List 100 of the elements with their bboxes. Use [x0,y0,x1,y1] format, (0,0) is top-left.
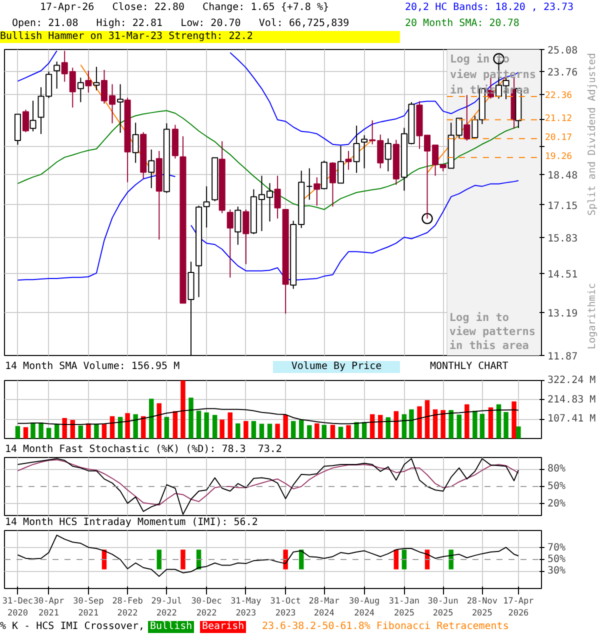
candlestick [329,162,336,208]
candlestick [234,206,242,246]
candlestick [353,125,360,174]
bar [212,414,218,438]
text: 20 Month SMA: 20.78 [405,18,520,30]
bar [346,425,351,438]
bar [480,414,485,438]
x-tick-label: 31-Jan 2025 [388,596,420,618]
bar [38,422,44,438]
candlestick [345,150,352,170]
candlestick [464,94,470,142]
bar [409,409,414,438]
bar [516,426,521,438]
bar [188,398,194,438]
bar [464,404,470,438]
bar [15,426,20,438]
bar [62,418,67,438]
bar [456,414,462,438]
bar [204,412,209,438]
x-tick-label: 31-Oct 2023 [270,596,301,618]
candlestick [93,66,100,91]
bar [299,420,304,438]
text: 23.6-38.2-50-61.8% Fibonacci Retracements [262,621,509,633]
bar [378,414,383,438]
bar [275,424,280,438]
x-tick-label: 30-Sep 2021 [73,596,104,618]
candlestick [384,138,392,172]
y-tick-label: 17.15 [548,200,578,212]
y-tick-label: 11.87 [548,352,578,362]
bar [244,421,248,438]
bar [307,425,312,438]
line-series [17,408,519,425]
bar [290,421,296,438]
line-series [17,459,519,506]
bar [283,414,288,438]
bar [314,423,320,438]
y-tick-label: 13.19 [548,308,578,320]
candlestick [361,134,368,169]
bar [472,410,478,438]
candlestick [85,70,92,94]
bar [370,414,375,438]
bar [180,380,186,438]
bar [386,417,391,438]
bar [125,413,130,438]
chart-title: 17-Apr-26 Close: 22.80 Change: 1.65 {+7.8 %} [40,2,329,14]
bar [30,422,36,438]
candlestick [132,122,139,164]
candlestick [54,61,60,90]
y-tick-label: 70% [548,542,566,554]
bar [251,421,256,438]
bar [46,428,52,438]
ref-line-label: 22.36 [545,90,572,102]
line-series [17,110,519,210]
bar [86,423,91,438]
candlestick [314,176,320,206]
candlestick [30,100,36,132]
bar [512,401,516,438]
bar [448,410,454,438]
chart-subtitle: Open: 21.08 High: 22.81 Low: 20.70 Vol: 66,725,839 [12,18,350,30]
bar [488,407,494,438]
text: Bearish [200,621,246,633]
candlestick [226,209,234,278]
bar [118,416,123,438]
bar [338,426,344,438]
x-tick-label: 31-Dec 2020 [2,596,34,618]
bar [424,400,430,438]
bar [267,424,272,438]
candlestick [306,168,313,200]
text: 20,2 HC Bands: 18.20 , 23.73 [405,2,574,14]
bar [196,410,202,438]
y-tick-label: 50% [548,554,566,565]
ref-line-label: 19.26 [545,151,572,163]
bar [220,420,224,438]
y-axis-title: Split and Dividend Adjusted [587,53,599,216]
bar [110,416,115,438]
y-tick-label: 25.08 [548,46,578,56]
bar [354,422,359,438]
candlestick [148,149,155,189]
x-tick-label: 30-Jun 2025 [428,596,458,618]
x-tick-label: 28-Nov 2025 [466,596,498,618]
y-tick-label: 18.48 [548,170,578,182]
bar [440,410,446,438]
bar [504,412,508,438]
legend-title: % K - HCS IMI Crossover, [0,621,144,633]
bar [149,398,154,438]
x-tick-label: 28-Mar 2024 [308,596,340,618]
y-tick-label: 214.83 M [548,394,596,406]
chart-title: 14 Month SMA Volume: 156.95 M [5,361,180,373]
y-tick-label: 23.76 [548,68,578,79]
bar [417,406,422,438]
x-tick-label: 29-Jul 2022 [151,596,182,618]
ref-line-label: 20.17 [545,132,572,144]
y-tick-label: 107.41 M [548,414,596,425]
bar [133,414,138,438]
x-tick-label: 30-Aug 2024 [348,596,380,618]
bar [54,424,60,438]
bar [70,420,75,438]
chart-title: 14 Month Fast Stochastic (%K) (%D): 78.3 73.2 [5,444,282,456]
text: Bullish Hammer on 31-Mar-23 Strength: 22.2 [0,31,400,43]
bar [140,416,146,438]
